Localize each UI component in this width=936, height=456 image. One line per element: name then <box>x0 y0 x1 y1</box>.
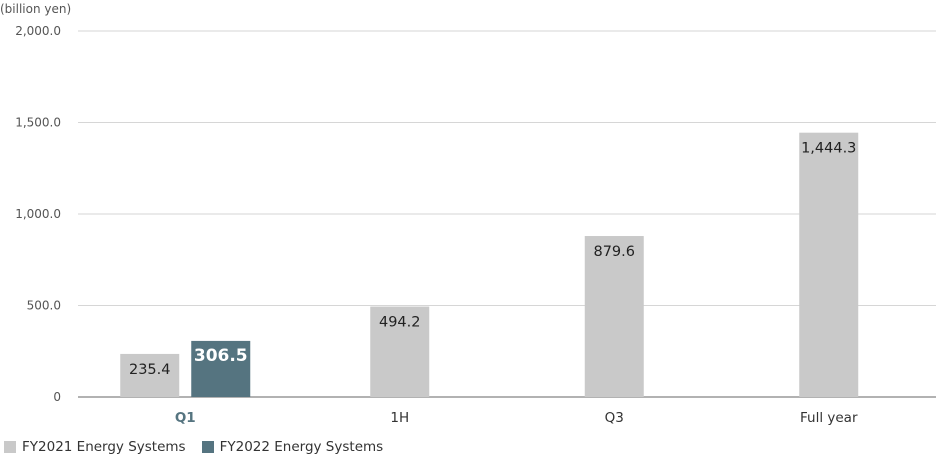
y-tick-label: 1,500.0 <box>15 116 61 130</box>
chart-legend: FY2021 Energy Systems FY2022 Energy Syst… <box>4 439 383 455</box>
x-category-label: 1H <box>390 410 409 426</box>
x-category-label: Q1 <box>175 410 196 426</box>
legend-label-fy2022: FY2022 Energy Systems <box>219 439 384 455</box>
y-axis-unit-label: (billion yen) <box>0 2 72 16</box>
bar <box>799 132 859 397</box>
legend-item-fy2022: FY2022 Energy Systems <box>201 439 384 455</box>
bar-value-label: 306.5 <box>194 346 248 366</box>
bar <box>584 236 644 397</box>
x-category-label: Q3 <box>605 410 624 426</box>
x-category-label: Full year <box>800 410 858 426</box>
legend-label-fy2021: FY2021 Energy Systems <box>22 439 186 455</box>
y-tick-label: 1,000.0 <box>15 207 61 221</box>
bar-value-label: 879.6 <box>593 244 635 260</box>
y-tick-label: 2,000.0 <box>15 24 61 38</box>
bar-value-label: 494.2 <box>379 315 421 331</box>
legend-item-fy2021: FY2021 Energy Systems <box>4 439 186 455</box>
bar-value-label: 235.4 <box>129 362 171 378</box>
bar <box>120 353 180 397</box>
bar <box>370 306 430 397</box>
y-tick-label: 0 <box>53 390 61 404</box>
bar-value-label: 1,444.3 <box>801 141 856 157</box>
legend-swatch-fy2022 <box>201 441 214 453</box>
bar <box>191 340 251 397</box>
y-tick-label: 500.0 <box>27 299 61 313</box>
legend-swatch-fy2021 <box>4 441 16 453</box>
